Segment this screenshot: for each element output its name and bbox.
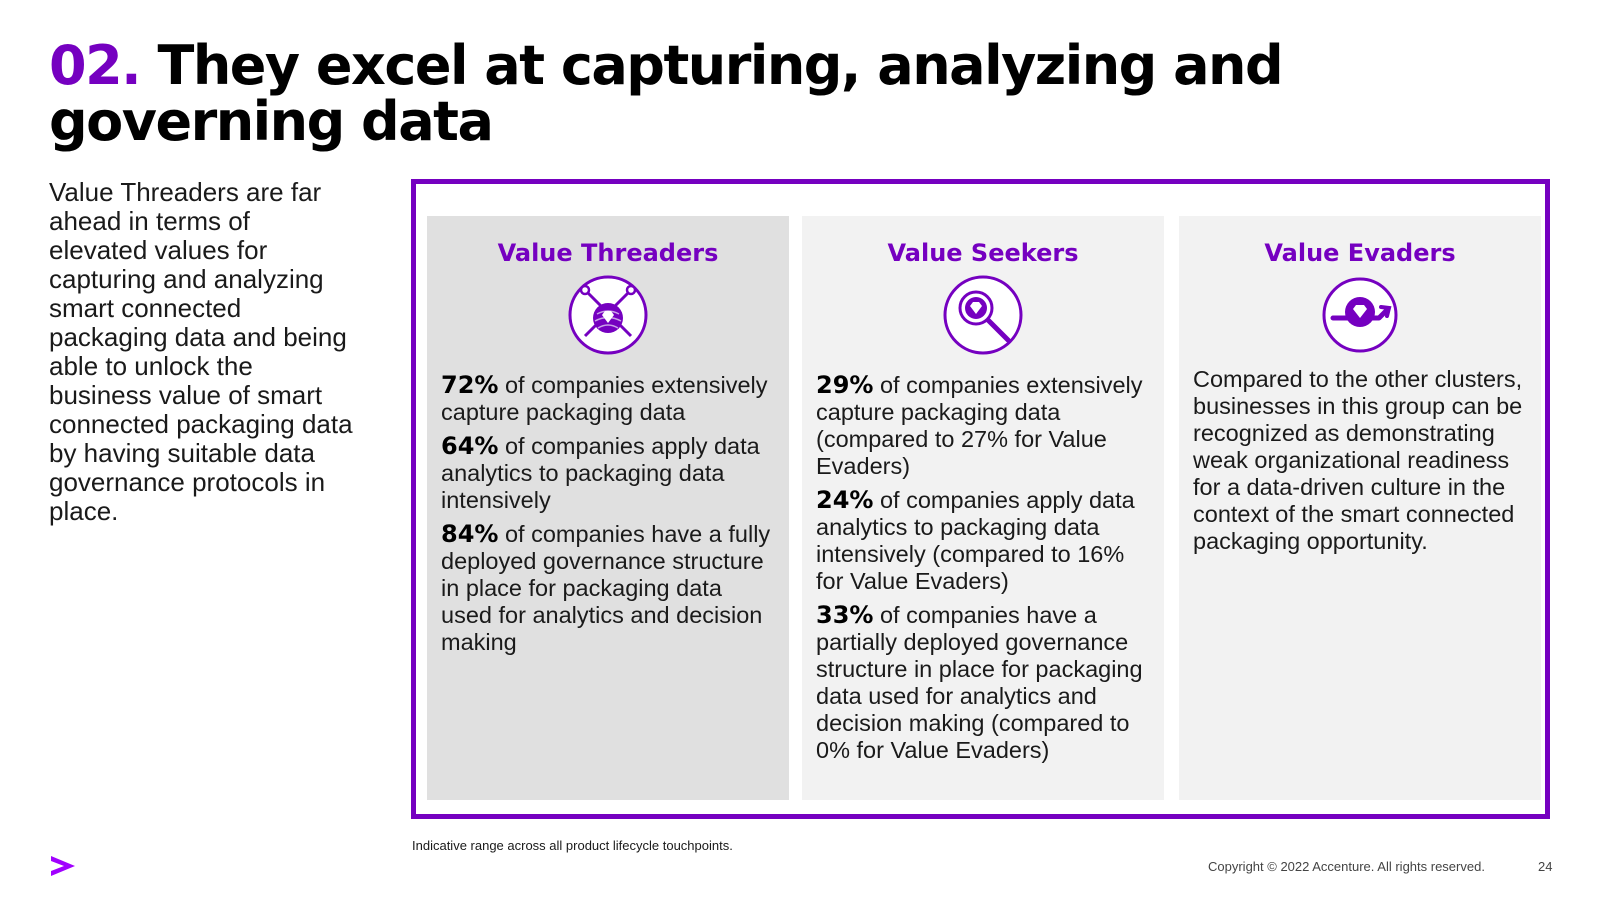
column-title: Value Seekers xyxy=(887,239,1079,267)
stat-item: 33% of companies have a partially deploy… xyxy=(816,601,1143,764)
stat-item: 64% of companies apply data analytics to… xyxy=(441,432,760,514)
copyright: Copyright © 2022 Accenture. All rights r… xyxy=(1208,859,1485,874)
evaders-description: Compared to the other clusters, business… xyxy=(1193,366,1523,554)
column-value-seekers: Value Seekers 29% of companies extensive… xyxy=(802,216,1164,800)
page-title: 02. They excel at capturing, analyzing a… xyxy=(49,38,1349,150)
page-number: 24 xyxy=(1538,859,1553,874)
column-title: Value Threaders xyxy=(497,239,719,267)
stat-item: 84% of companies have a fully deployed g… xyxy=(441,520,771,656)
intro-paragraph: Value Threaders are far ahead in terms o… xyxy=(49,177,353,526)
footnote: Indicative range across all product life… xyxy=(412,838,733,853)
section-number: 02. xyxy=(49,34,142,97)
accenture-chevron-icon xyxy=(51,856,75,876)
stat-item: 72% of companies extensively capture pac… xyxy=(441,371,768,426)
stat-item: 24% of companies apply data analytics to… xyxy=(816,486,1135,595)
yarn-ball-diamond-icon xyxy=(568,275,648,355)
column-value-threaders: Value Threaders 72% of companies extensi… xyxy=(427,216,789,800)
diamond-arrow-icon xyxy=(1322,277,1398,353)
column-value-evaders: Value Evaders Compared to the other clus… xyxy=(1179,216,1541,800)
column-title: Value Evaders xyxy=(1264,239,1456,267)
magnifier-diamond-icon xyxy=(943,275,1023,355)
clusters-frame: Value Threaders 72% of companies extensi… xyxy=(411,179,1550,819)
stat-item: 29% of companies extensively capture pac… xyxy=(816,371,1143,480)
title-text: They excel at capturing, analyzing and g… xyxy=(49,34,1284,153)
